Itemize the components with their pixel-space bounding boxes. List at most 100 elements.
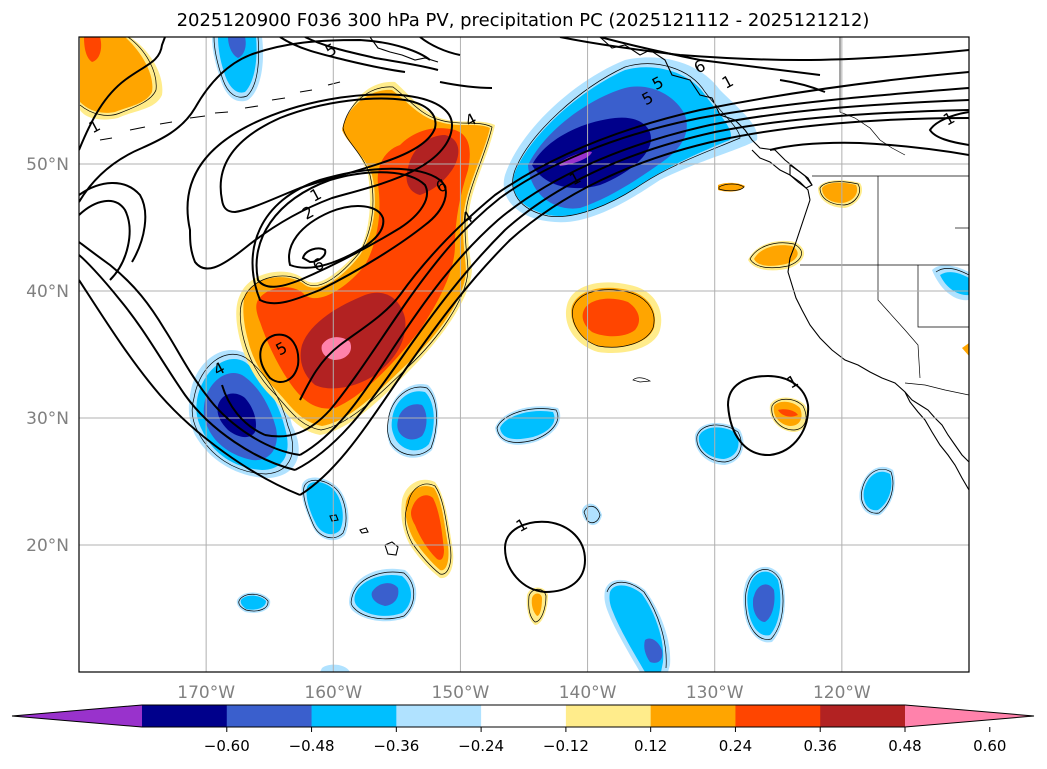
borders xyxy=(800,37,969,396)
pv-contour-left-1 xyxy=(79,200,131,281)
axis-labels: 170°W 160°W 150°W 140°W 130°W 120°W 50°N 40°N 30… xyxy=(26,155,871,703)
chart-title: 2025120900 F036 300 hPa PV, precipitatio… xyxy=(177,10,870,31)
x-tick-label: 160°W xyxy=(304,683,362,703)
neg-blob-small-12 xyxy=(320,664,350,672)
colorbar-segment xyxy=(650,705,736,727)
neg-blob-nw-subtrop-4 xyxy=(217,393,256,438)
colorbar-extend-low xyxy=(12,705,142,727)
colorbar-tick-label: −0.60 xyxy=(204,737,250,755)
hawaii xyxy=(329,514,399,556)
pv-contour-ridge-5 xyxy=(299,71,969,401)
alaska-canada-border xyxy=(839,37,906,156)
colorbar: −0.60 −0.48 −0.36 −0.24 −0.12 0.12 0.24 0.36 0.4… xyxy=(11,704,1035,755)
pv-contour-jet-2 xyxy=(79,109,969,471)
pv-contour-top-5 xyxy=(559,37,969,62)
y-tick-label: 40°N xyxy=(26,282,69,302)
baja xyxy=(904,391,969,463)
pos-blob-small-6b xyxy=(531,593,542,616)
colorbar-tick-label: 0.60 xyxy=(973,737,1006,755)
colorbar-extend-high xyxy=(905,705,1034,727)
thin-outline-contours xyxy=(79,37,969,669)
us-mexico-border xyxy=(904,382,969,396)
neg-blob-small-10b xyxy=(940,272,969,296)
pv-contour-right-2 xyxy=(769,141,969,156)
colorbar-segment xyxy=(565,705,652,727)
us-west-coast xyxy=(787,199,969,491)
colorbar-segment xyxy=(735,705,821,727)
pv-contour-jet-3 xyxy=(79,99,969,456)
pv-contour-low-3 xyxy=(288,205,385,269)
x-tick-label: 130°W xyxy=(686,683,744,703)
pv-contour-ridge-6 xyxy=(259,333,300,383)
x-tick-label: 140°W xyxy=(559,683,617,703)
neg-blob-small-6c xyxy=(371,583,399,606)
pv-contour-outer-3 xyxy=(79,38,431,203)
pv-contour-outer-4 xyxy=(79,37,166,151)
neg-blob-small-7c xyxy=(644,638,663,663)
colorbar-tick-label: 0.24 xyxy=(719,737,752,755)
colorbar-segment xyxy=(311,705,397,727)
gridlines xyxy=(79,37,969,672)
colorbar-segment xyxy=(820,705,906,727)
pv-contour-top-4 xyxy=(419,37,461,56)
neg-blob-gulf-alaska-5 xyxy=(558,151,592,166)
pos-blob-small-5 xyxy=(962,343,969,356)
neg-blob-top-3 xyxy=(228,37,246,58)
pv-contour-outer-2 xyxy=(219,97,437,214)
colorbar-tick-label: 0.36 xyxy=(804,737,837,755)
pos-blob-small-2b xyxy=(754,245,798,266)
vancouver-island xyxy=(789,163,813,189)
colorbar-tick-label: 0.48 xyxy=(888,737,921,755)
pv-contour-right-1 xyxy=(928,111,969,146)
colorbar-tick-label: −0.12 xyxy=(543,737,589,755)
map-frame xyxy=(78,36,970,673)
pv-contour-top-1 xyxy=(279,37,406,73)
x-tick-label: 170°W xyxy=(177,683,235,703)
pv-contours xyxy=(79,37,969,594)
state-border-3 xyxy=(917,265,969,328)
precip-shading xyxy=(80,37,969,672)
pv-contour-jet-1 xyxy=(79,117,969,496)
pv-contour-left-2 xyxy=(79,182,147,263)
pv-contour-outer-1 xyxy=(186,93,454,270)
pv-contour-top-2 xyxy=(304,37,439,71)
state-border-4 xyxy=(877,265,921,379)
pv-contour-low-4 xyxy=(301,247,327,264)
neg-blob-top-2 xyxy=(218,37,257,93)
colorbar-segment xyxy=(396,705,482,727)
pv-contour-top-6 xyxy=(599,37,821,76)
pv-contour-low-1 xyxy=(251,167,447,305)
map-background xyxy=(79,37,969,672)
colorbar-segment xyxy=(142,705,228,727)
colorbar-segment xyxy=(226,705,313,727)
pv-contour-circle-1 xyxy=(726,374,810,457)
pv-contour-circle-2 xyxy=(503,520,587,594)
pv-contour-top-3 xyxy=(439,81,493,89)
pos-blob-topleft-3 xyxy=(84,37,102,62)
pos-blob-small-3b xyxy=(822,182,858,203)
pos-blob-ne-hawaii-3 xyxy=(411,495,444,560)
colorbar-segment xyxy=(481,705,567,727)
y-tick-label: 30°N xyxy=(26,409,69,429)
pv-contour-jet-4 xyxy=(221,87,969,438)
neg-blob-small-8c xyxy=(753,584,775,622)
bc-coast xyxy=(751,149,811,201)
neg-blob-small-1c xyxy=(397,404,427,440)
neg-blob-small-9b xyxy=(240,595,266,610)
colorbar-outline xyxy=(11,704,1035,728)
y-tick-label: 20°N xyxy=(26,536,69,556)
aleutians xyxy=(99,81,341,141)
colorbar-tick-label: 0.12 xyxy=(634,737,667,755)
neg-blob-small-4b xyxy=(863,471,892,511)
colorbar-tick-label: −0.48 xyxy=(289,737,335,755)
pos-blob-west-ca-3 xyxy=(582,298,640,337)
x-tick-label: 120°W xyxy=(813,683,871,703)
alaska-peninsula xyxy=(369,37,439,63)
neg-blob-small-3b xyxy=(698,427,739,459)
colorbar-tick-label: −0.36 xyxy=(373,737,419,755)
pv-contour-top-7 xyxy=(779,79,826,93)
colorbar-tick-label: −0.24 xyxy=(458,737,504,755)
